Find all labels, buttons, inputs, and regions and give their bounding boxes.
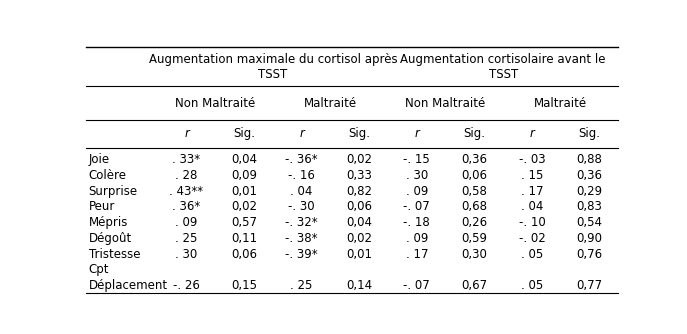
Text: . 05: . 05 [521, 247, 543, 261]
Text: 0,83: 0,83 [576, 200, 602, 213]
Text: 0,57: 0,57 [231, 216, 257, 229]
Text: 0,15: 0,15 [231, 279, 257, 292]
Text: Sig.: Sig. [348, 128, 370, 141]
Text: . 09: . 09 [405, 232, 428, 245]
Text: 0,06: 0,06 [462, 169, 487, 182]
Text: -. 07: -. 07 [403, 200, 430, 213]
Text: 0,11: 0,11 [231, 232, 257, 245]
Text: Augmentation maximale du cortisol après
TSST: Augmentation maximale du cortisol après … [148, 53, 397, 81]
Text: Surprise: Surprise [89, 185, 137, 198]
Text: r: r [300, 128, 304, 141]
Text: 0,14: 0,14 [346, 279, 372, 292]
Text: 0,54: 0,54 [576, 216, 602, 229]
Text: 0,77: 0,77 [576, 279, 602, 292]
Text: . 09: . 09 [175, 216, 198, 229]
Text: -. 02: -. 02 [519, 232, 545, 245]
Text: 0,09: 0,09 [231, 169, 257, 182]
Text: . 30: . 30 [175, 247, 198, 261]
Text: Sig.: Sig. [578, 128, 600, 141]
Text: 0,26: 0,26 [461, 216, 488, 229]
Text: . 04: . 04 [291, 185, 313, 198]
Text: -. 32*: -. 32* [285, 216, 318, 229]
Text: 0,04: 0,04 [231, 153, 257, 166]
Text: . 15: . 15 [521, 169, 543, 182]
Text: 0,01: 0,01 [346, 247, 372, 261]
Text: -. 38*: -. 38* [285, 232, 318, 245]
Text: 0,01: 0,01 [231, 185, 257, 198]
Text: 0,59: 0,59 [462, 232, 487, 245]
Text: . 43**: . 43** [170, 185, 203, 198]
Text: 0,02: 0,02 [346, 232, 372, 245]
Text: 0,02: 0,02 [346, 153, 372, 166]
Text: Mépris: Mépris [89, 216, 128, 229]
Text: Maltraité: Maltraité [534, 97, 587, 110]
Text: -. 36*: -. 36* [285, 153, 318, 166]
Text: . 25: . 25 [175, 232, 198, 245]
Text: -. 15: -. 15 [403, 153, 430, 166]
Text: -. 03: -. 03 [519, 153, 545, 166]
Text: Non Maltraité: Non Maltraité [405, 97, 486, 110]
Text: Colère: Colère [89, 169, 126, 182]
Text: Maltraité: Maltraité [304, 97, 357, 110]
Text: -. 10: -. 10 [519, 216, 545, 229]
Text: Déplacement: Déplacement [89, 279, 168, 292]
Text: 0,90: 0,90 [576, 232, 602, 245]
Text: r: r [184, 128, 189, 141]
Text: 0,67: 0,67 [461, 279, 488, 292]
Text: -. 30: -. 30 [289, 200, 315, 213]
Text: Dégoût: Dégoût [89, 232, 132, 245]
Text: r: r [414, 128, 419, 141]
Text: 0,02: 0,02 [231, 200, 257, 213]
Text: . 30: . 30 [406, 169, 428, 182]
Text: 0,06: 0,06 [231, 247, 257, 261]
Text: -. 07: -. 07 [403, 279, 430, 292]
Text: -. 39*: -. 39* [285, 247, 318, 261]
Text: Augmentation cortisolaire avant le
TSST: Augmentation cortisolaire avant le TSST [401, 53, 606, 81]
Text: Non Maltraité: Non Maltraité [175, 97, 256, 110]
Text: 0,30: 0,30 [462, 247, 487, 261]
Text: . 05: . 05 [521, 279, 543, 292]
Text: Sig.: Sig. [463, 128, 486, 141]
Text: Tristesse: Tristesse [89, 247, 140, 261]
Text: 0,36: 0,36 [576, 169, 602, 182]
Text: -. 26: -. 26 [173, 279, 200, 292]
Text: -. 16: -. 16 [289, 169, 315, 182]
Text: 0,88: 0,88 [576, 153, 602, 166]
Text: 0,82: 0,82 [346, 185, 372, 198]
Text: . 25: . 25 [291, 279, 313, 292]
Text: . 17: . 17 [405, 247, 428, 261]
Text: Sig.: Sig. [233, 128, 255, 141]
Text: Peur: Peur [89, 200, 115, 213]
Text: -. 18: -. 18 [403, 216, 430, 229]
Text: . 28: . 28 [175, 169, 198, 182]
Text: 0,29: 0,29 [576, 185, 602, 198]
Text: 0,58: 0,58 [462, 185, 487, 198]
Text: . 33*: . 33* [172, 153, 201, 166]
Text: Joie: Joie [89, 153, 110, 166]
Text: 0,68: 0,68 [462, 200, 487, 213]
Text: r: r [530, 128, 534, 141]
Text: 0,04: 0,04 [346, 216, 372, 229]
Text: 0,06: 0,06 [346, 200, 372, 213]
Text: . 04: . 04 [521, 200, 543, 213]
Text: 0,76: 0,76 [576, 247, 602, 261]
Text: . 09: . 09 [405, 185, 428, 198]
Text: 0,36: 0,36 [462, 153, 487, 166]
Text: . 36*: . 36* [172, 200, 201, 213]
Text: Cpt: Cpt [89, 263, 109, 276]
Text: 0,33: 0,33 [346, 169, 372, 182]
Text: . 17: . 17 [521, 185, 543, 198]
